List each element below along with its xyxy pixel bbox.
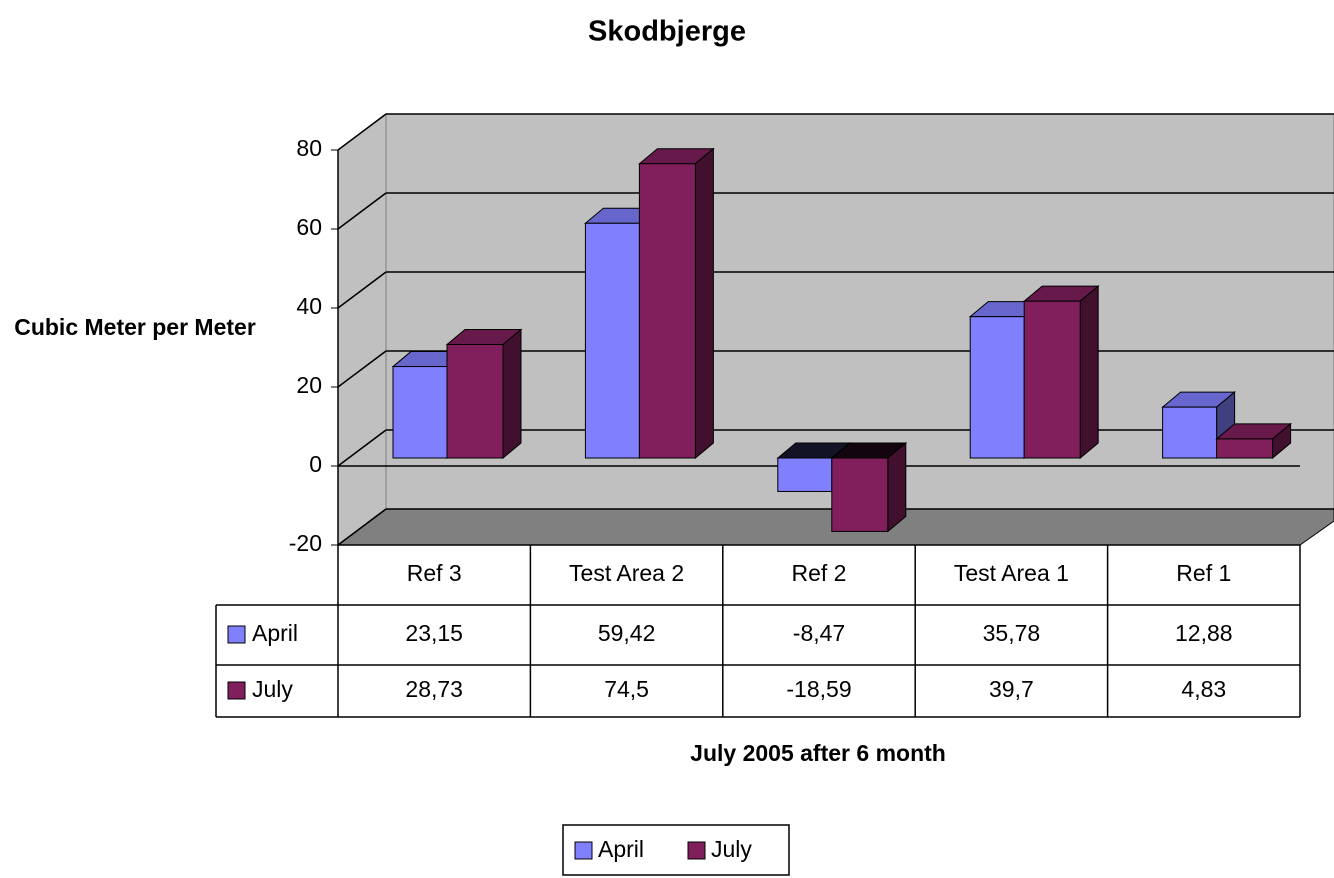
table-series-label: April: [252, 620, 298, 646]
table-value: 74,5: [604, 676, 649, 702]
y-tick-label: 80: [296, 135, 322, 161]
bar-front: [777, 457, 833, 492]
y-tick-label: 60: [296, 214, 322, 240]
x-axis-title: July 2005 after 6 month: [690, 740, 946, 766]
bar: [830, 441, 908, 533]
legend-label: July: [711, 836, 752, 862]
table-value: 4,83: [1181, 676, 1226, 702]
bar-front: [638, 163, 696, 459]
bar-front: [1023, 300, 1081, 459]
grid-line-side: [337, 429, 387, 467]
category-label: Test Area 1: [954, 560, 1069, 586]
bar-side: [502, 328, 522, 460]
bar-side: [887, 441, 907, 533]
table-value: -18,59: [786, 676, 851, 702]
bar-front: [1162, 406, 1218, 459]
grid-line-side: [337, 508, 387, 546]
bar-front: [1216, 438, 1274, 459]
y-tick-label: 20: [296, 372, 322, 398]
grid-line-side: [337, 113, 387, 151]
table-value: 35,78: [983, 620, 1041, 646]
bar-front: [584, 222, 640, 459]
grid-line-side: [337, 271, 387, 309]
y-tick-label: 40: [296, 293, 322, 319]
side-wall: [337, 113, 387, 546]
grid-line-side: [337, 350, 387, 388]
table-value: -8,47: [793, 620, 845, 646]
y-tick-label: 0: [309, 451, 322, 477]
table-value: 28,73: [405, 676, 463, 702]
bar-front: [392, 366, 448, 459]
legend-key: [687, 841, 706, 860]
legend-key: [574, 841, 593, 860]
chart-title: Skodbjerge: [588, 16, 746, 48]
bar-side: [1079, 285, 1099, 460]
grid-line-side: [337, 192, 387, 230]
table-value: 23,15: [405, 620, 463, 646]
category-label: Ref 3: [407, 560, 462, 586]
y-tick-label: -20: [289, 530, 322, 556]
bar-front: [831, 457, 889, 532]
table-legend-key: [227, 681, 246, 700]
bar-front: [969, 316, 1025, 459]
bar: [1022, 285, 1100, 460]
category-label: Test Area 2: [569, 560, 684, 586]
table-value: 59,42: [598, 620, 656, 646]
bar: [1215, 422, 1292, 460]
bar-side: [694, 147, 714, 460]
category-label: Ref 2: [792, 560, 847, 586]
category-label: Ref 1: [1176, 560, 1231, 586]
table-value: 39,7: [989, 676, 1034, 702]
bar: [638, 147, 715, 460]
table-legend-key: [227, 625, 246, 644]
bar: [445, 328, 523, 460]
legend-label: April: [598, 836, 644, 862]
table-series-label: July: [252, 676, 293, 702]
bar-front: [446, 344, 504, 459]
y-axis-title: Cubic Meter per Meter: [14, 314, 256, 340]
table-value: 12,88: [1175, 620, 1233, 646]
legend-box: [562, 824, 790, 876]
